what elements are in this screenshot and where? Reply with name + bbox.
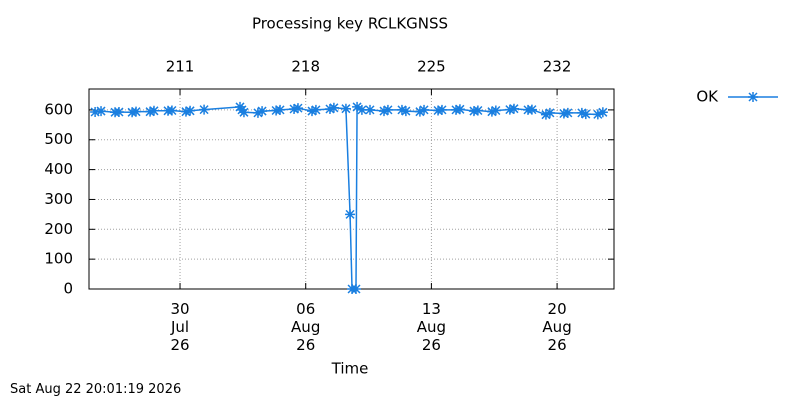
- x2-tick-label: 211: [166, 58, 195, 76]
- point: [199, 104, 210, 115]
- point: [504, 104, 515, 115]
- x-tick-label: 20 Aug 26: [542, 300, 572, 354]
- legend-marker: [748, 92, 758, 102]
- point: [252, 107, 263, 118]
- point: [166, 105, 177, 116]
- point: [350, 284, 361, 294]
- point: [382, 104, 393, 115]
- x-tick-label: 13 Aug 26: [416, 300, 447, 354]
- point: [90, 106, 101, 117]
- y-tick-label: 500: [44, 130, 73, 148]
- y-tick-label: 200: [44, 220, 73, 238]
- chart-title: Processing key RCLKGNSS: [252, 15, 448, 33]
- point: [310, 104, 321, 115]
- point: [328, 102, 339, 113]
- point: [356, 104, 367, 115]
- point: [345, 209, 356, 220]
- point: [576, 107, 587, 118]
- point: [113, 106, 124, 117]
- point: [148, 105, 159, 116]
- y-tick-label: 400: [44, 160, 73, 178]
- point: [257, 106, 268, 117]
- point: [580, 109, 591, 120]
- y-tick-label: 0: [63, 280, 73, 298]
- point: [131, 106, 142, 117]
- x-tick-label: 30 Jul 26: [170, 300, 190, 354]
- point: [275, 104, 286, 115]
- y-tick-label: 100: [44, 250, 73, 268]
- point: [289, 104, 300, 114]
- point: [238, 107, 249, 118]
- point: [364, 104, 375, 115]
- point: [544, 107, 555, 118]
- point: [96, 106, 107, 117]
- x2-tick-label: 225: [417, 58, 446, 76]
- point: [145, 106, 156, 117]
- legend-label: OK: [696, 88, 719, 106]
- point: [400, 106, 411, 117]
- point: [414, 106, 425, 117]
- point: [540, 109, 551, 120]
- point: [292, 103, 303, 114]
- point: [180, 106, 191, 117]
- point: [396, 104, 407, 115]
- timestamp: Sat Aug 22 20:01:19 2026: [10, 382, 182, 397]
- x-tick-label: 06 Aug 26: [291, 300, 321, 354]
- series-line: [94, 105, 604, 290]
- point: [490, 105, 501, 116]
- y-tick-label: 600: [44, 100, 73, 118]
- point: [419, 104, 430, 115]
- x2-tick-label: 232: [543, 58, 572, 76]
- point: [486, 106, 497, 117]
- point: [436, 104, 447, 115]
- point: [324, 104, 335, 114]
- point: [508, 103, 519, 114]
- point: [526, 104, 537, 115]
- point: [378, 106, 389, 117]
- point: [352, 101, 363, 112]
- x-axis-label: Time: [331, 360, 369, 378]
- point: [472, 105, 483, 116]
- x2-tick-label: 218: [291, 58, 320, 76]
- y-tick-label: 300: [44, 190, 73, 208]
- point: [340, 103, 351, 114]
- point: [562, 107, 573, 118]
- point: [454, 104, 465, 115]
- point: [306, 106, 317, 117]
- point: [185, 105, 196, 116]
- point: [597, 107, 608, 118]
- point: [592, 109, 603, 120]
